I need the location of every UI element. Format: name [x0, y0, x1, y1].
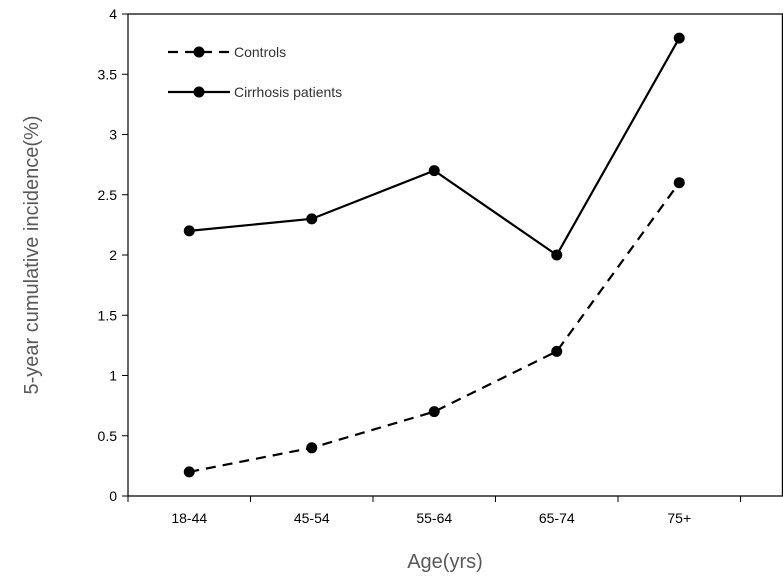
y-tick-label: 0.5: [98, 428, 118, 444]
x-tick-label: 65-74: [539, 510, 575, 526]
data-point-controls: [428, 406, 440, 418]
x-tick-label: 55-64: [416, 510, 452, 526]
data-point-controls: [673, 177, 685, 189]
x-tick-label: 18-44: [171, 510, 207, 526]
y-tick-label: 3.5: [98, 66, 118, 82]
data-point-cirrhosis-patients: [428, 165, 440, 177]
x-axis-title: Age(yrs): [407, 551, 483, 573]
data-point-cirrhosis-patients: [306, 213, 318, 225]
y-tick-label: 1.5: [98, 307, 118, 323]
y-tick-label: 2.5: [98, 187, 118, 203]
y-tick-label: 1: [109, 368, 117, 384]
plot-frame: [127, 13, 783, 497]
data-point-cirrhosis-patients: [551, 249, 563, 261]
y-tick-label: 4: [109, 6, 117, 22]
x-axis-ticks: 18-44 45-54 55-64 65-74 75+: [127, 496, 741, 526]
series-lines: [183, 32, 685, 478]
y-axis-title: 5-year cumulative incidence(%): [21, 115, 43, 394]
x-tick-label: 45-54: [294, 510, 330, 526]
legend-marker-cirrhosis-patients: [193, 86, 205, 98]
y-tick-label: 2: [109, 247, 117, 263]
legend-marker-controls: [193, 46, 205, 58]
y-tick-label: 3: [109, 127, 117, 143]
data-point-controls: [306, 442, 318, 454]
data-point-cirrhosis-patients: [673, 32, 685, 44]
data-point-controls: [183, 466, 195, 478]
legend: Controls Cirrhosis patients: [168, 44, 342, 100]
y-axis-ticks: 0 0.5 1 1.5 2 2.5 3 3.5 4: [98, 6, 128, 504]
legend-label-cirrhosis-patients: Cirrhosis patients: [234, 84, 342, 100]
series-line-controls: [189, 182, 681, 473]
series-line-cirrhosis-patients: [189, 37, 681, 257]
legend-label-controls: Controls: [234, 44, 286, 60]
x-tick-label: 75+: [667, 510, 691, 526]
data-point-controls: [551, 345, 563, 357]
y-tick-label: 0: [109, 488, 117, 504]
data-point-cirrhosis-patients: [183, 225, 195, 237]
